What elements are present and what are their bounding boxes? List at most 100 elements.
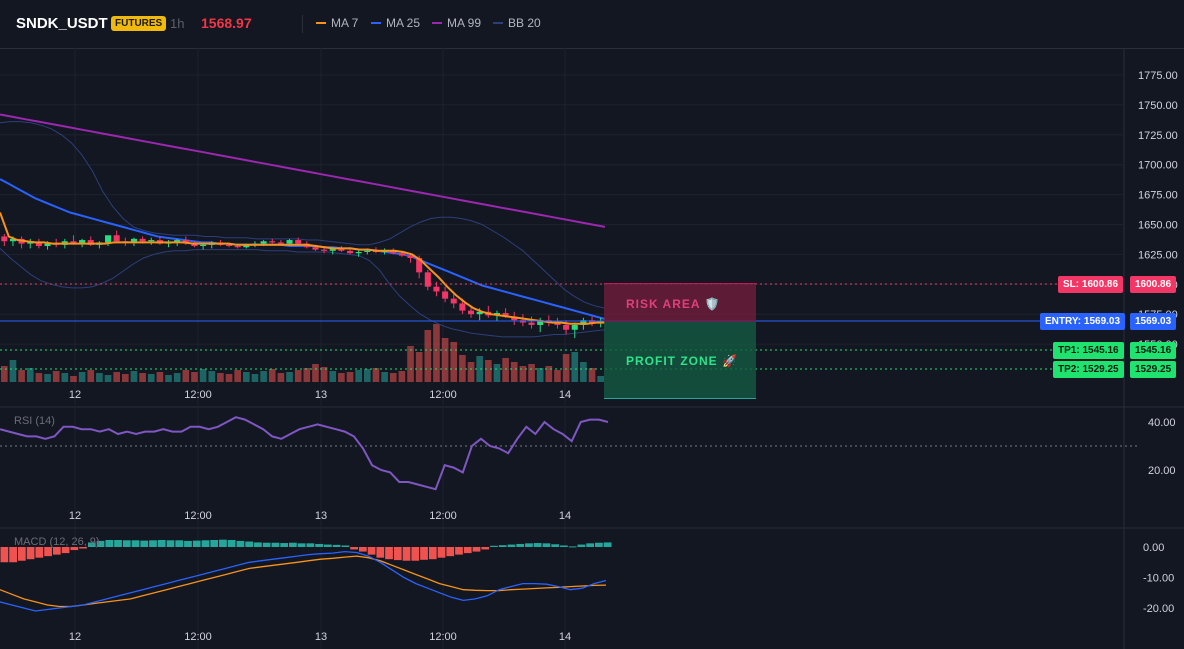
candle-body <box>450 298 457 304</box>
volume-bar <box>554 370 561 382</box>
candle-body <box>295 240 302 244</box>
candle-body <box>226 244 233 247</box>
volume-bar <box>182 370 190 382</box>
candle-body <box>312 247 319 250</box>
x-tick-label: 14 <box>559 389 571 401</box>
macd-histogram-bar <box>227 539 236 547</box>
macd-histogram-bar <box>420 547 428 560</box>
legend-ma7-label: MA 7 <box>331 16 359 30</box>
legend-bb20[interactable]: BB 20 <box>493 16 541 30</box>
volume-bar <box>251 374 259 382</box>
candle-body <box>87 240 94 245</box>
macd-histogram-bar <box>35 547 44 558</box>
profit-zone[interactable]: PROFIT ZONE 🚀 <box>604 322 756 399</box>
volume-bar <box>199 369 207 382</box>
candle-body <box>364 250 371 253</box>
profit-zone-label: PROFIT ZONE 🚀 <box>626 354 738 368</box>
macd-histogram-bar <box>332 544 341 547</box>
candle-body <box>554 322 561 325</box>
macd-histogram-bar <box>297 543 306 547</box>
candle-body <box>355 252 362 254</box>
macd-histogram-bar <box>254 542 262 547</box>
volume-bar <box>485 360 492 382</box>
candle-body <box>113 235 120 242</box>
macd-histogram-bar <box>358 547 367 552</box>
macd-histogram-bar <box>437 547 446 558</box>
risk-area-zone[interactable]: RISK AREA 🛡️ <box>604 283 756 322</box>
macd-histogram-bar <box>17 547 26 561</box>
volume-bar <box>208 371 216 382</box>
macd-histogram-bar <box>114 539 122 547</box>
legend-ma99[interactable]: MA 99 <box>432 16 481 30</box>
x-tick-label: 12:00 <box>184 631 212 643</box>
volume-bar <box>372 368 380 382</box>
x-tick-label: 14 <box>559 631 571 643</box>
volume-bar <box>156 372 164 382</box>
volume-bar <box>9 360 17 382</box>
volume-bar <box>35 373 43 382</box>
volume-bar <box>173 373 181 382</box>
legend-ma25-label: MA 25 <box>386 16 421 30</box>
volume-bar <box>268 369 276 382</box>
candle-body <box>105 235 112 243</box>
ma99-line <box>0 113 606 228</box>
macd-histogram-bar <box>201 540 210 547</box>
candle-body <box>407 255 414 258</box>
legend-ma25[interactable]: MA 25 <box>371 16 420 30</box>
volume-bar <box>286 372 293 382</box>
candle-body <box>174 240 181 243</box>
volume-bar <box>260 371 267 382</box>
volume-bar <box>113 372 120 382</box>
volume-bar <box>234 370 241 382</box>
candle-body <box>70 241 77 244</box>
macd-tick-label: -10.00 <box>1143 573 1174 585</box>
candle-body <box>433 286 440 292</box>
futures-badge: FUTURES <box>111 16 167 31</box>
legend-ma7[interactable]: MA 7 <box>316 16 358 30</box>
macd-histogram-bar <box>149 540 157 547</box>
macd-histogram-bar <box>192 540 201 547</box>
macd-histogram-bar <box>315 543 323 547</box>
tp1-tag: TP1: 1545.16 <box>1053 342 1124 359</box>
macd-line <box>0 550 607 612</box>
volume-bar <box>96 373 103 382</box>
macd-histogram-bar <box>542 543 551 547</box>
candle-body <box>286 240 293 244</box>
volume-bar <box>104 375 112 382</box>
volume-bar <box>122 374 129 382</box>
macd-histogram-bar <box>568 546 577 548</box>
volume-bar <box>424 330 432 382</box>
macd-histogram-bar <box>87 542 96 547</box>
candle-body <box>35 242 42 247</box>
y-tick-label: 1650.00 <box>1138 220 1178 232</box>
volume-bar <box>78 372 86 382</box>
candle-body <box>27 242 34 244</box>
volume-bar <box>467 362 475 382</box>
symbol-name[interactable]: SNDK_USDT <box>16 15 108 32</box>
macd-label: MACD (12, 26, 9) <box>14 536 100 548</box>
x-tick-label: 12:00 <box>429 510 457 522</box>
macd-histogram-bar <box>157 539 166 547</box>
macd-tick-label: -20.00 <box>1143 603 1174 615</box>
candle-body <box>442 291 449 299</box>
macd-tick-label: 0.00 <box>1143 542 1164 554</box>
volume-bar <box>243 372 250 382</box>
candle-body <box>1 236 8 242</box>
volume-bar <box>18 370 25 382</box>
legend-ma7-swatch <box>316 21 326 24</box>
volume-bar <box>476 356 483 382</box>
macd-histogram-bar <box>490 545 498 547</box>
macd-histogram-bar <box>385 547 393 560</box>
macd-histogram-bar <box>586 543 595 547</box>
volume-bar <box>407 346 414 382</box>
volume-bar <box>303 368 311 382</box>
macd-histogram-bar <box>402 547 411 561</box>
timeframe[interactable]: 1h <box>170 16 185 31</box>
macd-histogram-bar <box>271 542 280 547</box>
rsi-label: RSI (14) <box>14 415 55 427</box>
header-divider <box>302 15 303 33</box>
macd-histogram-bar <box>79 547 87 549</box>
y-tick-label: 1625.00 <box>1138 249 1178 261</box>
candle-body <box>459 303 466 311</box>
